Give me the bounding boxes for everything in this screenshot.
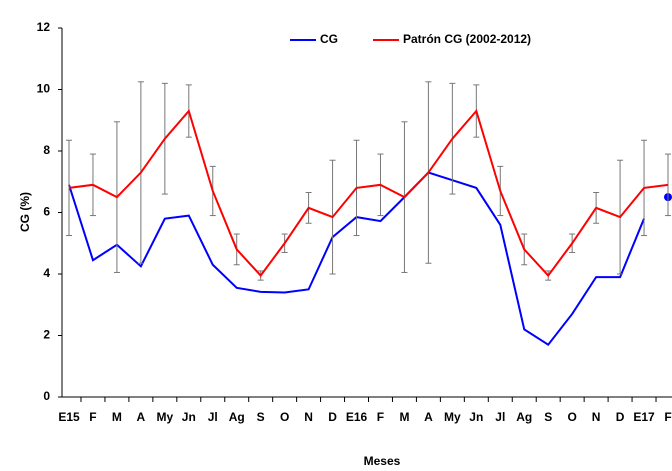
x-tick-label: Jl: [208, 410, 218, 424]
y-axis-label: CG (%): [18, 192, 32, 232]
x-tick-label: A: [424, 410, 433, 424]
y-tick-label: 10: [37, 82, 51, 96]
x-tick-label: Ag: [229, 410, 245, 424]
x-axis-label: Meses: [364, 454, 401, 468]
x-tick-label: E17: [633, 410, 655, 424]
series-line: [68, 108, 669, 278]
y-tick-label: 4: [43, 266, 50, 280]
x-tick-label: Ag: [516, 410, 532, 424]
x-tick-label: F: [89, 410, 96, 424]
y-tick-label: 0: [43, 389, 50, 403]
x-tick-label: Jn: [182, 410, 196, 424]
x-tick-label: O: [567, 410, 576, 424]
x-tick-label: O: [280, 410, 289, 424]
x-tick-label: A: [137, 410, 146, 424]
x-tick-label: My: [444, 410, 461, 424]
x-tick-label: D: [328, 410, 337, 424]
y-tick-label: 12: [37, 20, 51, 34]
x-tick-label: F: [377, 410, 384, 424]
x-tick-label: S: [544, 410, 552, 424]
x-tick-label: N: [304, 410, 313, 424]
x-tick-label: E15: [58, 410, 80, 424]
y-tick-label: 8: [43, 143, 50, 157]
x-tick-label: F: [664, 410, 671, 424]
y-tick-label: 2: [43, 328, 50, 342]
x-tick-label: S: [257, 410, 265, 424]
x-tick-label: M: [399, 410, 409, 424]
y-tick-label: 6: [43, 205, 50, 219]
x-tick-label: E16: [346, 410, 368, 424]
x-tick-label: M: [112, 410, 122, 424]
legend-label: CG: [320, 32, 338, 46]
x-tick-label: My: [157, 410, 174, 424]
legend-label: Patrón CG (2002-2012): [403, 32, 531, 46]
x-tick-label: Jl: [495, 410, 505, 424]
x-tick-label: Jn: [469, 410, 483, 424]
x-tick-label: D: [616, 410, 625, 424]
x-tick-label: N: [592, 410, 601, 424]
